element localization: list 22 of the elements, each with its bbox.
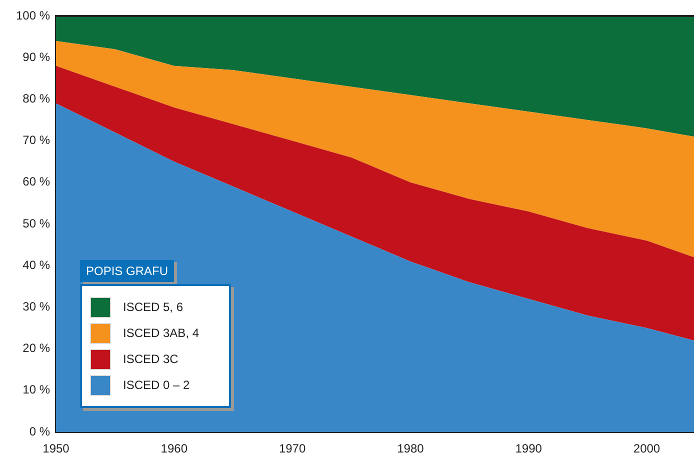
y-tick-label: 70 % (22, 133, 50, 148)
series-label: ISCED 0 – 2 (123, 378, 190, 392)
legend-label: ISCED 5, 6 (123, 300, 184, 314)
x-tick-label: 1990 (515, 442, 542, 456)
y-tick-label: 50 % (22, 216, 50, 230)
y-tick-label: 80 % (22, 92, 50, 106)
x-tick-label: 1960 (160, 442, 188, 456)
y-tick-label: 30 % (22, 300, 50, 314)
y-tick-label: 100 % (16, 8, 50, 22)
x-tick-label: 2000 (633, 442, 660, 456)
legend-title: POPIS GRAFU (80, 260, 174, 282)
legend-label: ISCED 3C (123, 352, 178, 366)
y-tick-label: 40 % (22, 258, 50, 272)
y-tick-label: 0 % (29, 424, 50, 438)
y-tick-label: 60 % (22, 174, 50, 189)
y-tick-label: 20 % (22, 341, 50, 356)
y-tick-label: 90 % (22, 50, 50, 64)
x-tick-label: 1950 (42, 442, 70, 456)
x-tick-label: 1980 (397, 442, 424, 456)
y-tick-label: 10 % (22, 382, 50, 397)
legend-label: ISCED 3AB, 4 (123, 326, 200, 340)
x-tick-label: 1970 (278, 442, 306, 456)
